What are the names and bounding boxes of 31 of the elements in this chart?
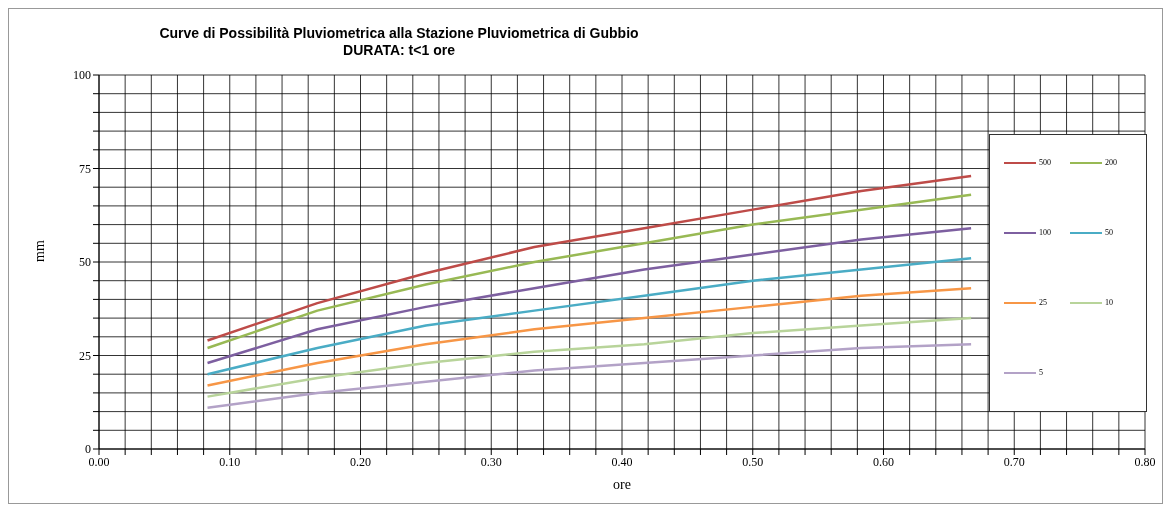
line-series: [206, 257, 973, 376]
y-tick-label: 50: [79, 255, 91, 270]
y-axis-title: mm: [31, 240, 47, 262]
y-tick-label: 0: [85, 442, 91, 457]
x-tick-label: 0.20: [350, 454, 371, 469]
x-tick-label: 0.00: [88, 454, 110, 469]
x-tick-label: 0.70: [1003, 454, 1025, 469]
x-tick-label: 0.30: [480, 454, 502, 469]
legend-label: 25: [1039, 298, 1047, 307]
y-tick-label: 100: [73, 68, 91, 83]
legend-label: 200: [1105, 158, 1117, 167]
legend-label: 5: [1039, 368, 1043, 377]
line-series: [206, 193, 973, 350]
x-tick-label: 0.50: [742, 454, 764, 469]
x-tick-label: 0.40: [611, 454, 633, 469]
legend-label: 10: [1105, 298, 1113, 307]
chart-title: Curve di Possibilità Pluviometrica alla Stazione Pluviometrica di Gubbio DURATA: t<1 ore: [158, 25, 640, 59]
legend-label: 50: [1105, 228, 1113, 237]
line-series: [206, 286, 973, 387]
x-tick-label: 0.10: [219, 454, 241, 469]
legend-label: 100: [1039, 228, 1051, 237]
line-series: [206, 343, 973, 410]
x-tick-label: 0.60: [873, 454, 894, 469]
legend-label: 500: [1039, 158, 1051, 167]
line-series: [206, 174, 973, 342]
line-series: [206, 316, 973, 398]
x-axis-title: ore: [613, 477, 631, 492]
y-tick-label: 25: [79, 348, 91, 363]
line-series: [206, 227, 973, 365]
y-tick-label: 75: [79, 161, 91, 176]
x-tick-label: 0.80: [1134, 454, 1156, 469]
